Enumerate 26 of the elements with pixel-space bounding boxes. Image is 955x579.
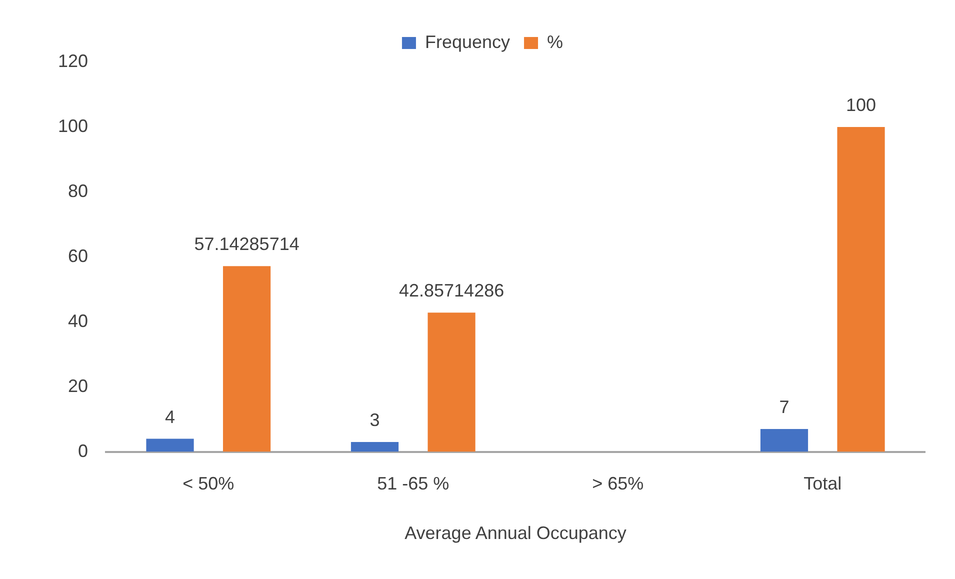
data-label: 100	[846, 94, 876, 115]
legend-label: Frequency	[424, 32, 510, 52]
y-tick-label: 120	[58, 50, 88, 71]
x-tick-label: < 50%	[182, 474, 234, 494]
bar	[837, 126, 885, 452]
y-tick-label: 80	[68, 180, 88, 201]
y-tick-label: 0	[78, 440, 88, 461]
y-tick-label: 60	[68, 246, 88, 266]
data-label: 7	[779, 397, 790, 418]
data-label: 4	[165, 406, 176, 427]
x-tick-label: > 65%	[592, 474, 644, 494]
bar	[760, 429, 808, 452]
y-tick-label: 100	[58, 116, 88, 136]
x-axis-title: Average Annual Occupancy	[404, 523, 626, 544]
legend-label: %	[547, 32, 564, 52]
data-label: 57.14285714	[194, 234, 300, 254]
data-label: 3	[370, 410, 380, 430]
y-tick-label: 20	[68, 376, 88, 396]
bar	[428, 312, 476, 452]
x-tick-label: 51 -65 %	[377, 474, 450, 494]
bar	[222, 266, 271, 452]
data-label: 42.85714286	[398, 280, 504, 301]
x-tick-label: Total	[804, 474, 842, 494]
y-tick-label: 40	[68, 310, 88, 331]
bar	[350, 442, 399, 452]
bar	[146, 438, 194, 452]
